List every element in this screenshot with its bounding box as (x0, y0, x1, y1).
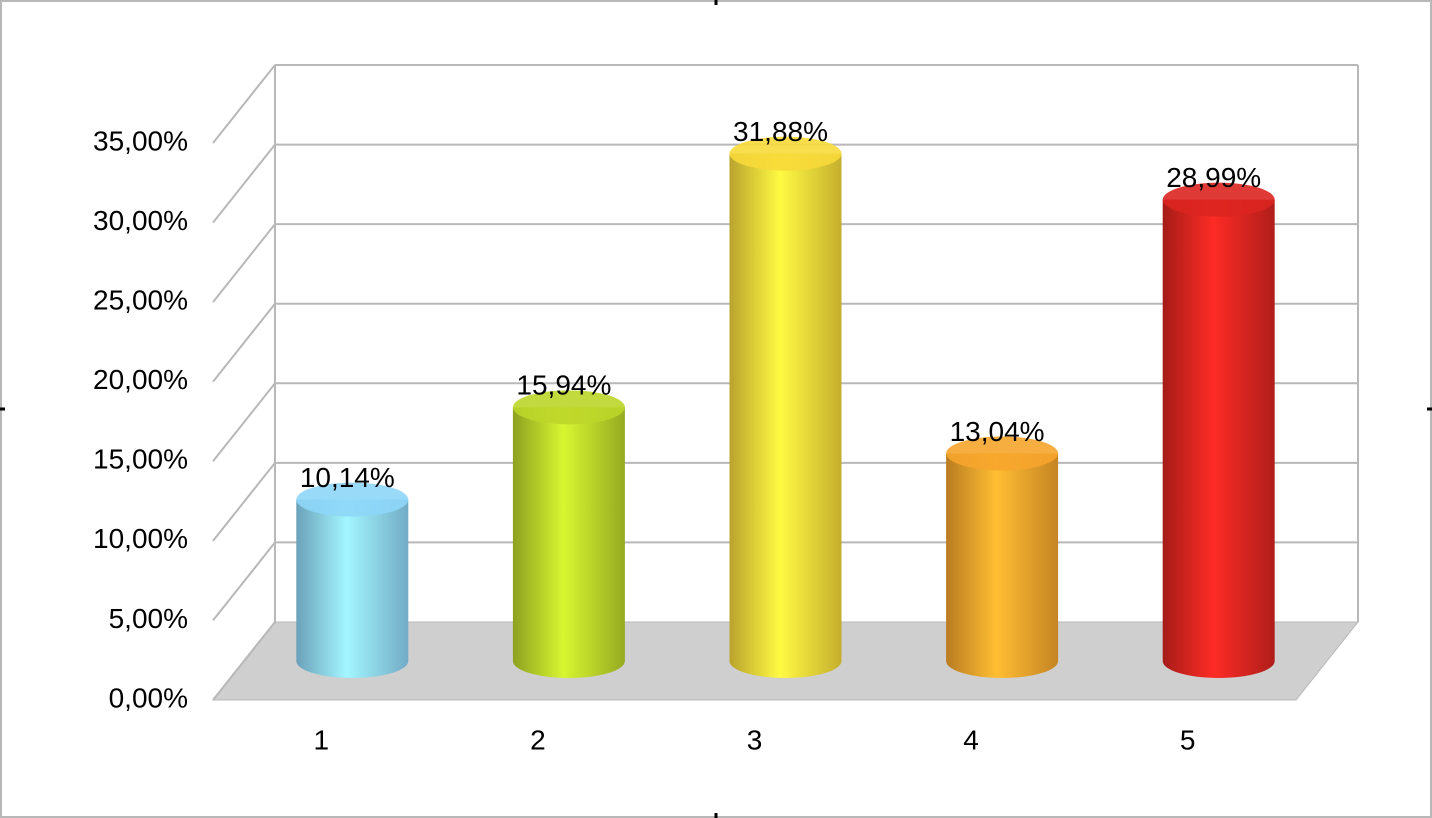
bar (729, 153, 842, 678)
bar-top (946, 436, 1059, 471)
y-tick-label: 35,00% (93, 125, 188, 156)
x-tick-label: 2 (530, 724, 546, 755)
bar (512, 407, 625, 678)
value-label: 13,04% (950, 416, 1045, 447)
value-label: 15,94% (516, 370, 611, 401)
side-grid-line (212, 621, 276, 701)
x-tick-label: 1 (314, 724, 330, 755)
side-grid-line (212, 462, 276, 542)
side-grid-line (212, 223, 276, 303)
bar-top (296, 482, 409, 517)
y-tick-label: 20,00% (93, 364, 188, 395)
value-label: 10,14% (300, 462, 395, 493)
bar (946, 453, 1059, 678)
bar-top (512, 390, 625, 425)
bar-top (1162, 182, 1275, 217)
y-tick-label: 10,00% (93, 523, 188, 554)
side-grid-line (212, 303, 276, 383)
value-label: 31,88% (733, 116, 828, 147)
x-tick-label: 3 (747, 724, 763, 755)
side-grid-line (212, 382, 276, 462)
side-grid-line (212, 64, 276, 144)
side-grid-line (212, 541, 276, 622)
y-tick-label: 25,00% (93, 285, 188, 316)
x-tick-label: 4 (963, 724, 979, 755)
y-tick-label: 15,00% (93, 444, 188, 475)
y-tick-label: 30,00% (93, 205, 188, 236)
bar (1162, 199, 1275, 679)
bar-top (729, 136, 842, 171)
side-grid-line (212, 143, 276, 224)
y-tick-label: 0,00% (109, 682, 188, 713)
bar (296, 499, 409, 678)
y-tick-label: 5,00% (109, 603, 188, 634)
value-label: 28,99% (1166, 162, 1261, 193)
x-tick-label: 5 (1180, 724, 1196, 755)
